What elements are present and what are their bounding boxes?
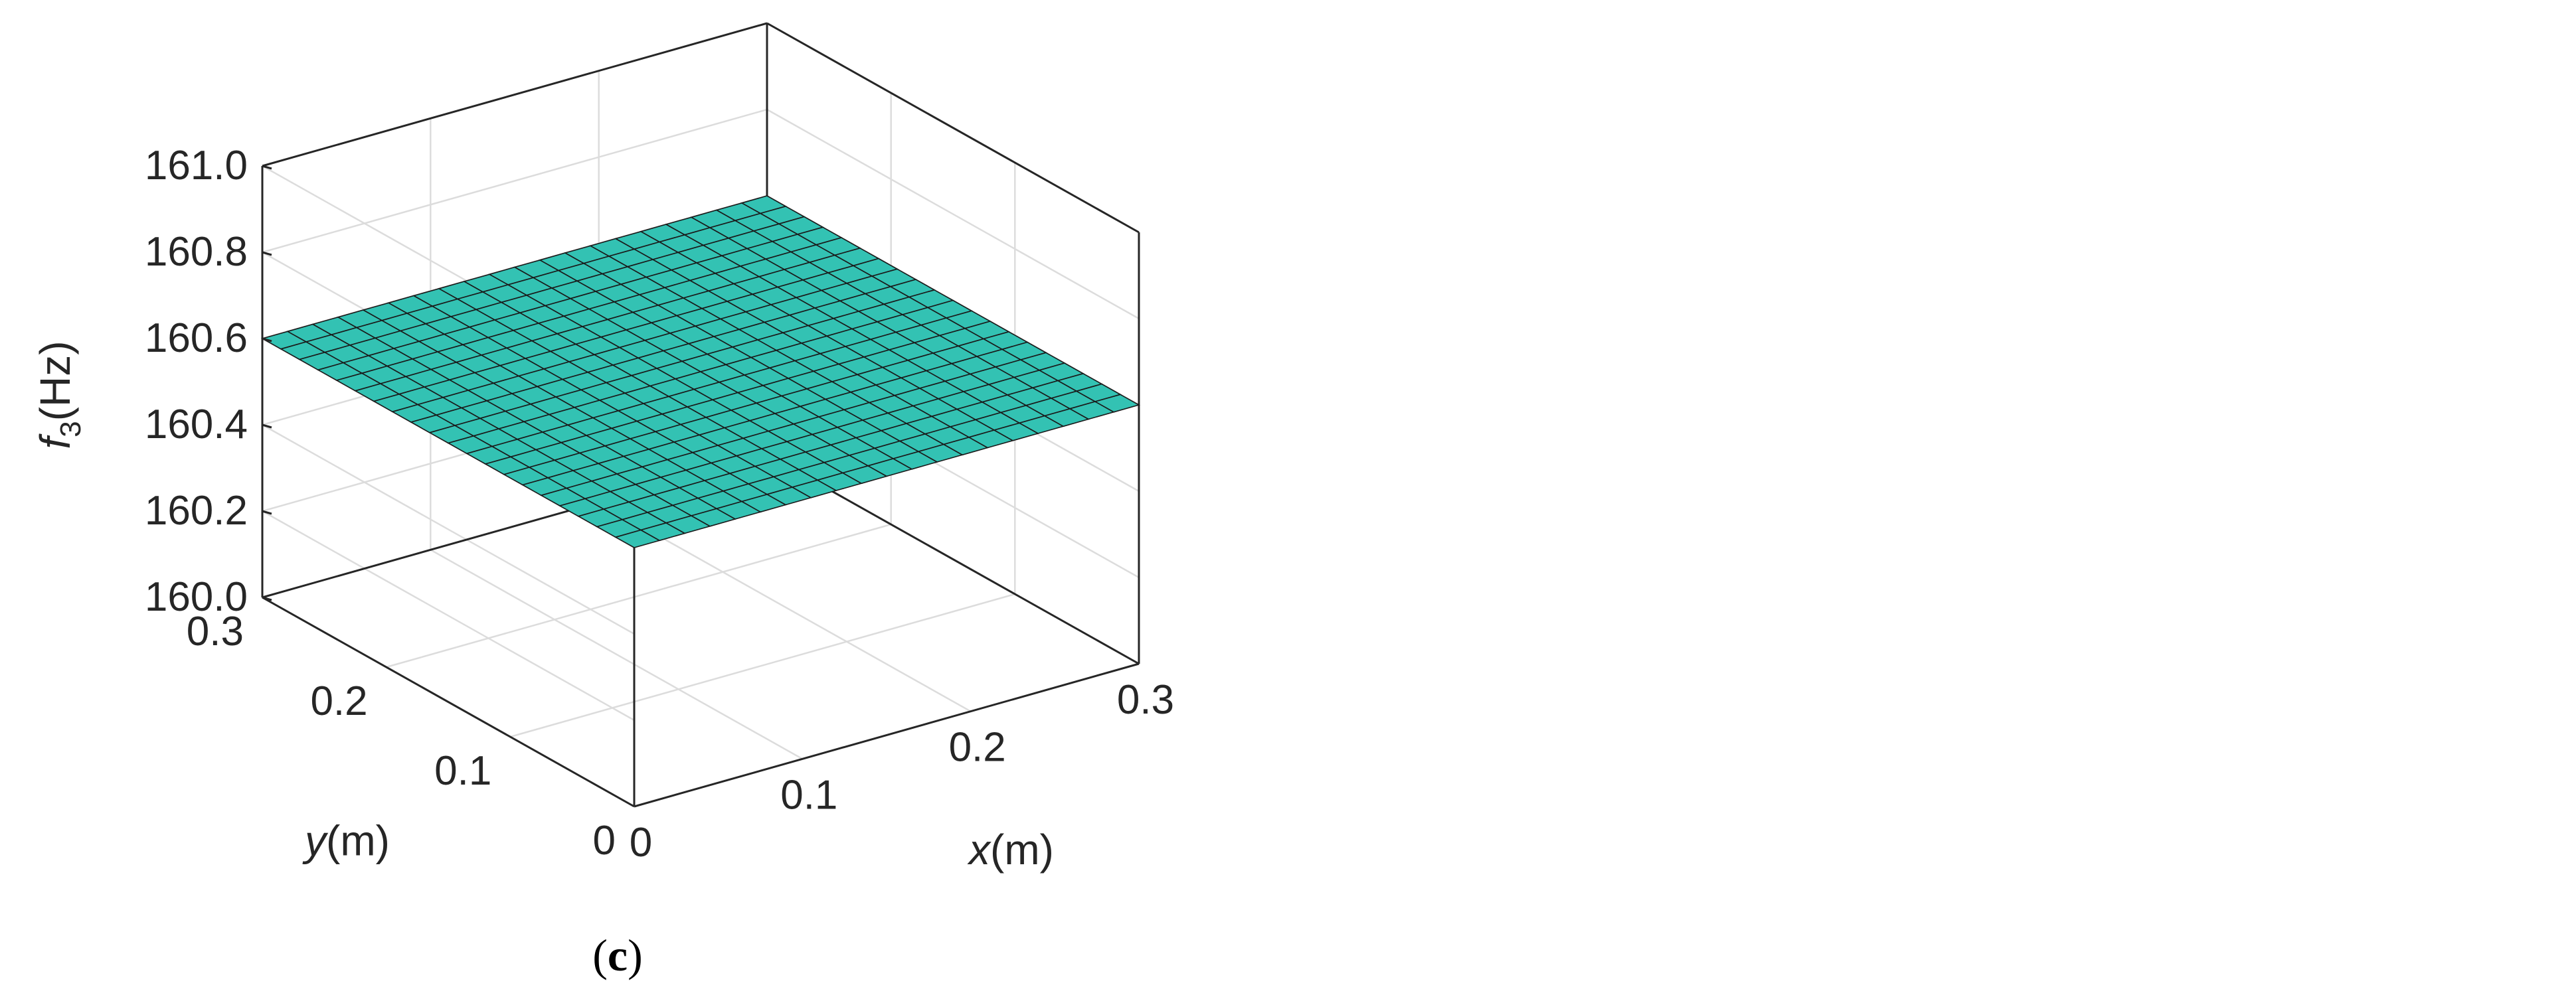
z-gridline-left — [262, 510, 635, 722]
chart-panel-c: 160.0 160.2 160.4 160.6 160.8 161.0 0 0.1 0.2 0.3… — [31, 22, 1174, 980]
x-label-unit: (m) — [990, 826, 1054, 874]
caption-letter: c — [608, 930, 628, 980]
z-tick-label: 160.8 — [145, 229, 248, 275]
z-label-unit: (Hz) — [31, 341, 79, 421]
x-tick-label: 0.1 — [780, 772, 837, 818]
z-tick — [262, 337, 272, 343]
z-tick-label: 160.4 — [145, 402, 248, 447]
y-tick-label: 0.3 — [187, 609, 244, 654]
caption-open: ( — [592, 930, 608, 980]
y-axis-label: y(m) — [302, 816, 390, 864]
y-tick-label: 0.1 — [434, 748, 491, 794]
z-label-sub: 3 — [54, 421, 87, 437]
axis-labels: f3(Hz)x(m)y(m) — [31, 341, 1054, 873]
axis-edge — [262, 22, 768, 167]
y-tick-label: 0.2 — [310, 678, 367, 724]
x-tick-label: 0.3 — [1117, 677, 1174, 723]
y-label-unit: (m) — [326, 816, 390, 864]
z-gridline-left — [262, 423, 635, 635]
surface — [260, 195, 1141, 548]
x-label-var: x — [967, 826, 991, 874]
panel-caption: (c) — [592, 930, 643, 980]
z-tick-label: 161.0 — [145, 143, 248, 189]
z-axis-label: f3(Hz) — [31, 341, 87, 449]
z-tick — [262, 165, 272, 170]
z-tick — [262, 423, 272, 429]
tick-labels: 160.0 160.2 160.4 160.6 160.8 161.0 0 0.1 0.2 0.3… — [145, 143, 1174, 866]
x-tick-label: 0 — [630, 820, 652, 866]
x-axis-label: x(m) — [967, 826, 1054, 874]
surface-patch — [614, 529, 661, 548]
z-tick-label: 160.6 — [145, 315, 248, 361]
z-tick — [262, 596, 272, 601]
axis-edge — [634, 662, 1140, 808]
caption-close: ) — [628, 930, 643, 980]
axis-edge — [262, 596, 635, 808]
y-label-var: y — [302, 816, 329, 864]
z-tick-label: 160.2 — [145, 488, 248, 534]
x-tick-label: 0.2 — [949, 725, 1006, 771]
axis-edge — [766, 22, 1140, 234]
y-tick-label: 0 — [593, 818, 616, 864]
z-tick — [262, 510, 272, 515]
z-tick — [262, 251, 272, 256]
z-tick-label: 160.0 — [145, 574, 248, 620]
